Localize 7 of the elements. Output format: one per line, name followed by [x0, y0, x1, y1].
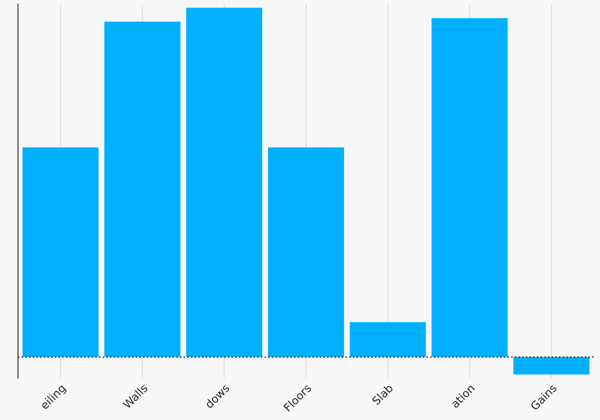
bar: [350, 322, 426, 358]
bar: [268, 147, 344, 358]
bar: [432, 18, 508, 358]
bar: [513, 357, 590, 375]
bar: [186, 8, 262, 358]
bar: [104, 22, 180, 358]
bar: [22, 147, 99, 358]
